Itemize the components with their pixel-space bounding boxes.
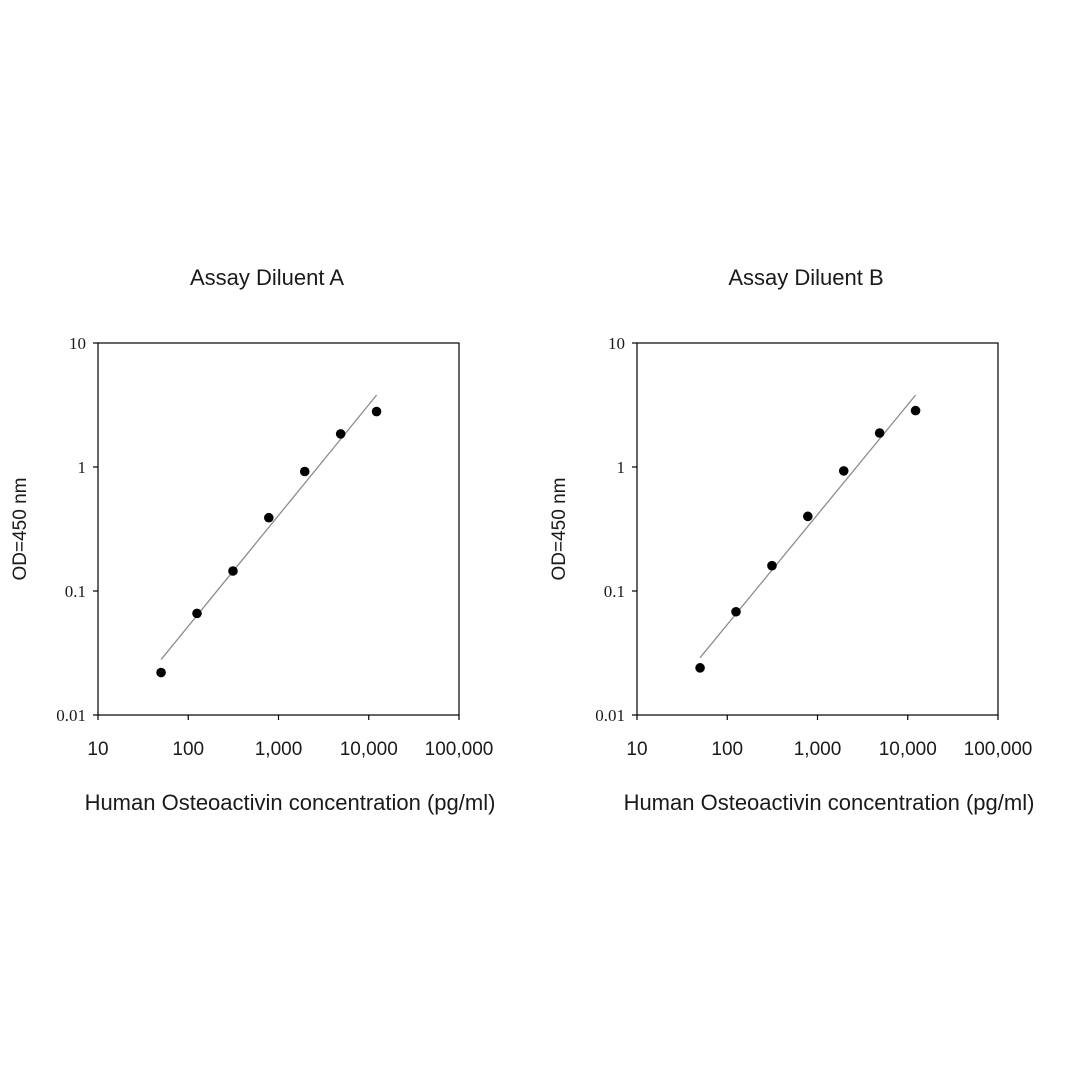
x-tick-label: 100 [711,739,743,760]
y-tick-label: 1 [78,458,87,477]
data-point [695,663,705,673]
data-point [874,428,885,438]
x-tick-label: 100,000 [964,739,1033,760]
y-tick-label: 1 [617,458,626,477]
y-tick-label: 10 [608,334,625,353]
x-tick-label: 10 [87,739,108,760]
x-tick-label: 10 [626,739,647,760]
y-tick-label: 0.1 [604,582,625,601]
chart-title: Assay Diluent B [728,265,883,290]
data-point [803,511,813,522]
data-point [767,560,777,571]
data-point [299,466,310,477]
chart-title: Assay Diluent A [190,265,344,290]
y-tick-label: 0.1 [65,582,86,601]
y-axis-label: OD=450 nm [10,478,31,581]
x-tick-label: 1,000 [794,739,842,760]
y-tick-label: 10 [69,334,86,353]
x-axis-label: Human Osteoactivin concentration (pg/ml) [624,790,1035,815]
data-point [910,405,921,416]
data-point [371,406,382,417]
x-tick-label: 10,000 [879,739,937,760]
plot-frame [636,342,999,716]
chart-panel-a: Assay Diluent A 0.01 0.1 1 10 10 100 1,000 10,00… [10,265,495,815]
y-axis-label: OD=450 nm [549,478,570,581]
plot-frame [97,342,460,716]
x-tick-label: 10,000 [340,739,398,760]
data-point [731,606,741,617]
chart-panel-b: Assay Diluent B 0.01 0.1 1 10 10 100 1,000 10,00… [549,265,1034,815]
data-point [264,512,274,523]
y-tick-label: 0.01 [56,706,86,725]
data-point [156,667,166,678]
x-tick-label: 100 [172,739,204,760]
x-tick-label: 1,000 [255,739,303,760]
data-point [228,566,238,576]
data-point [838,466,849,476]
data-point [192,608,202,619]
data-point [335,429,346,439]
y-tick-label: 0.01 [595,706,625,725]
x-tick-label: 100,000 [425,739,494,760]
x-axis-label: Human Osteoactivin concentration (pg/ml) [85,790,496,815]
